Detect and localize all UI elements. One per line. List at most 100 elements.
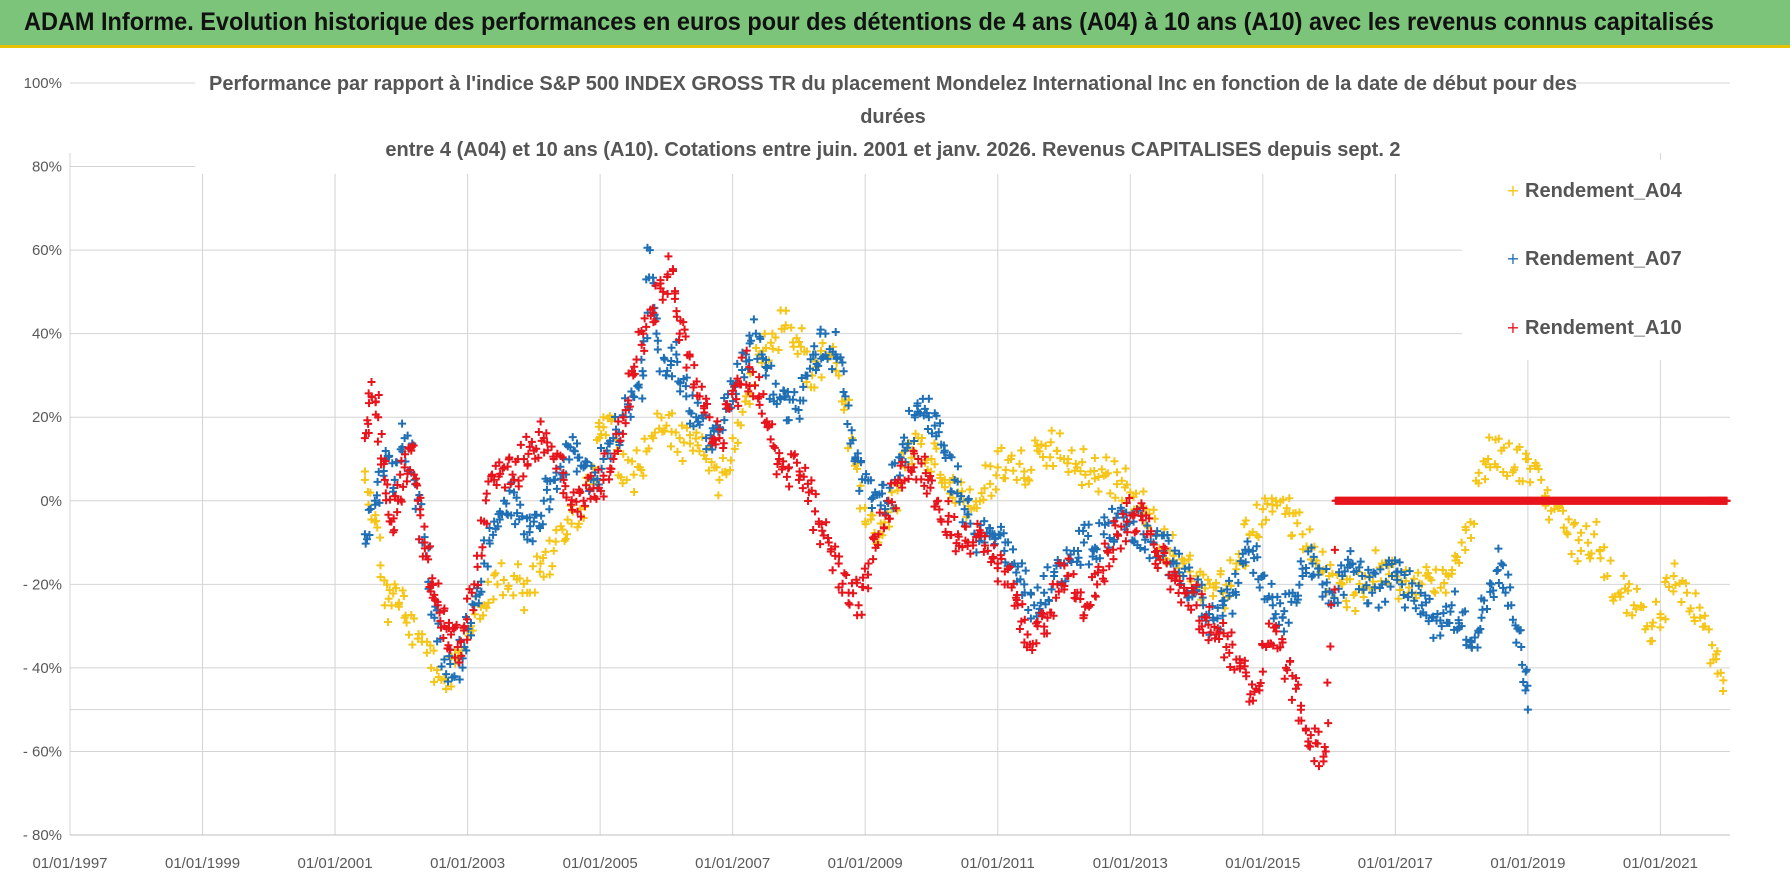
data-point-filler xyxy=(785,482,794,491)
data-point-filler xyxy=(679,318,688,327)
data-point xyxy=(914,455,923,463)
data-point-filler xyxy=(1302,542,1311,551)
data-point-filler xyxy=(1371,569,1380,578)
data-point-filler xyxy=(996,551,1005,560)
data-point-filler xyxy=(389,589,398,598)
data-point-filler xyxy=(1328,569,1337,578)
chart-title-line-2: durées xyxy=(860,106,926,128)
data-point-filler xyxy=(781,306,790,315)
data-point-filler xyxy=(1279,627,1288,636)
data-point-filler xyxy=(988,552,997,561)
data-point-filler xyxy=(446,660,455,669)
data-point-filler xyxy=(565,455,574,464)
data-point-filler xyxy=(433,597,442,606)
data-point xyxy=(1507,601,1516,610)
data-point-filler xyxy=(1055,429,1064,438)
data-point xyxy=(1629,601,1638,610)
data-point-filler xyxy=(422,552,431,561)
data-point-filler xyxy=(1025,476,1034,485)
data-point-filler xyxy=(835,552,844,561)
scatter-chart: 100% 80% 60% 40% 20% 0% - 20% - 40% - 60% - 80% 0… xyxy=(0,48,1790,886)
data-point-filler xyxy=(484,598,493,607)
data-point-filler xyxy=(567,519,576,528)
y-tick-label: - 60% xyxy=(23,743,62,760)
data-point-filler xyxy=(1293,595,1302,604)
data-point-filler xyxy=(857,456,866,465)
data-point-filler xyxy=(1305,742,1314,751)
data-point xyxy=(834,371,843,380)
data-point-filler xyxy=(814,361,823,370)
data-point-filler xyxy=(1416,588,1425,597)
data-point-filler xyxy=(958,487,967,496)
data-point-filler xyxy=(630,488,639,497)
data-point-filler xyxy=(1236,664,1244,673)
data-point xyxy=(960,505,969,514)
data-point-filler xyxy=(524,449,533,458)
data-point-filler xyxy=(445,645,454,654)
data-point-filler xyxy=(1008,545,1017,554)
data-point-filler xyxy=(1493,565,1502,574)
data-point-filler xyxy=(947,487,956,496)
data-point-filler xyxy=(738,407,747,416)
legend-item-a04[interactable]: + Rendement_A04 xyxy=(1506,180,1682,202)
y-tick-label: 0% xyxy=(40,493,62,510)
data-point-filler xyxy=(678,457,687,466)
data-point-filler xyxy=(1453,552,1462,561)
data-point-filler xyxy=(1442,602,1451,611)
data-point-filler xyxy=(1084,560,1093,569)
data-point-filler xyxy=(1021,566,1030,575)
data-point-filler xyxy=(574,519,583,528)
data-point-filler xyxy=(972,548,981,557)
data-point xyxy=(599,413,608,422)
data-point-filler xyxy=(845,600,854,609)
data-point-filler xyxy=(1100,513,1109,522)
data-point-filler xyxy=(545,536,554,545)
data-point-filler xyxy=(1013,591,1022,600)
data-point-filler xyxy=(384,594,393,603)
data-point-filler xyxy=(495,515,504,524)
data-point-filler xyxy=(910,436,919,445)
data-point xyxy=(659,287,668,296)
data-point-filler xyxy=(384,510,393,519)
data-point-filler xyxy=(1307,543,1316,552)
data-point-filler xyxy=(1494,579,1503,588)
data-point-filler xyxy=(495,458,504,467)
data-point-filler xyxy=(772,470,781,479)
y-tick-label: 100% xyxy=(24,75,62,92)
data-point xyxy=(1417,601,1426,610)
data-point xyxy=(705,413,714,422)
data-point-filler xyxy=(1084,479,1093,488)
data-point-filler xyxy=(534,427,543,436)
data-point-filler xyxy=(768,420,777,429)
data-point xyxy=(834,559,843,568)
data-point-filler xyxy=(376,561,385,570)
data-point-filler xyxy=(1450,587,1459,596)
data-point-filler xyxy=(1606,556,1615,565)
data-point-filler xyxy=(626,412,635,421)
data-point-filler xyxy=(1431,565,1440,574)
data-point-filler xyxy=(755,332,764,341)
data-point-filler xyxy=(940,448,949,457)
data-point-filler xyxy=(455,675,464,684)
data-point-filler xyxy=(878,531,887,540)
data-point-filler xyxy=(1519,677,1528,686)
data-point-filler xyxy=(1090,467,1099,476)
data-point-filler xyxy=(997,522,1005,531)
data-point-filler xyxy=(1110,535,1119,544)
data-point-filler xyxy=(1215,634,1224,643)
chart-title-background xyxy=(195,64,1575,174)
data-point-filler xyxy=(1345,575,1354,584)
data-point xyxy=(980,484,989,493)
data-point-filler xyxy=(790,450,799,459)
data-point-filler xyxy=(1685,607,1694,616)
data-point-filler xyxy=(639,471,648,480)
data-point-filler xyxy=(809,525,818,534)
legend-item-a07[interactable]: + Rendement_A07 xyxy=(1506,248,1681,270)
data-point-filler xyxy=(1106,489,1115,498)
data-point-filler xyxy=(1272,627,1281,636)
data-point-filler xyxy=(651,281,660,290)
legend-item-a10[interactable]: + Rendement_A10 xyxy=(1506,317,1681,339)
data-point-filler xyxy=(887,498,896,507)
data-point-filler xyxy=(523,535,532,544)
